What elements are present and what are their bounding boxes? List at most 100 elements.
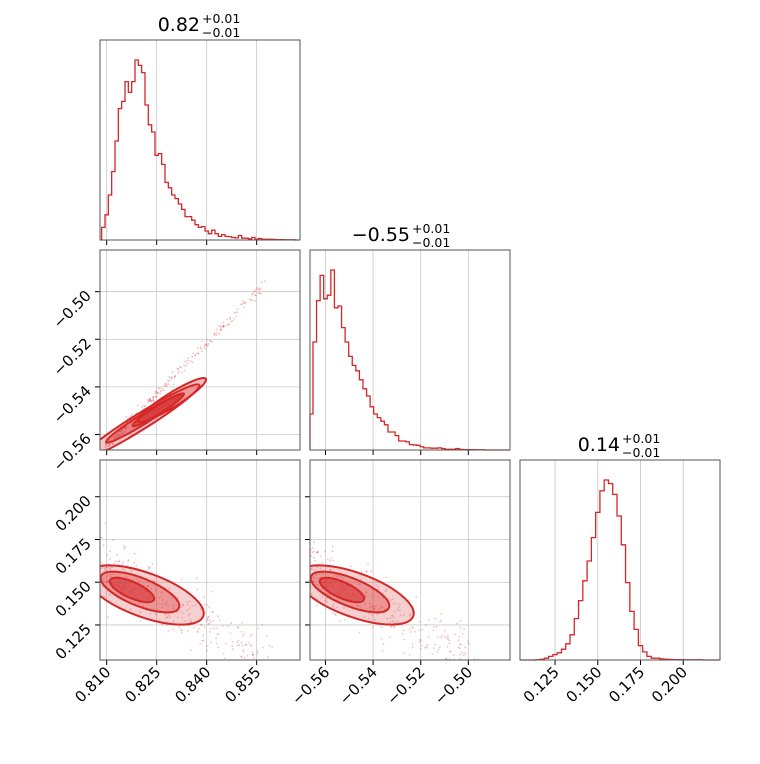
sample-point xyxy=(242,635,244,637)
sample-point xyxy=(141,404,144,407)
sample-point xyxy=(161,599,164,601)
sample-point xyxy=(473,666,475,668)
sample-point xyxy=(243,302,246,304)
sample-point xyxy=(365,570,368,573)
sample-point xyxy=(237,639,240,642)
sample-point xyxy=(206,618,208,621)
sample-point xyxy=(180,366,183,368)
sample-point xyxy=(393,610,396,613)
x-tick-label: 0.150 xyxy=(563,663,606,706)
sample-point xyxy=(402,652,405,654)
sample-point xyxy=(154,392,157,395)
sample-point xyxy=(367,617,370,620)
diagonal-panel-2: 0.125 0.150 0.175 0.200 0.14 +0.01−0.01 xyxy=(519,431,721,706)
sample-point xyxy=(257,627,260,630)
sample-point xyxy=(149,398,151,400)
sample-point xyxy=(426,663,428,665)
sample-point xyxy=(152,399,155,402)
sample-point xyxy=(151,399,154,402)
sample-point xyxy=(182,603,185,606)
sample-point xyxy=(319,567,322,570)
sample-point xyxy=(157,387,160,390)
sample-point xyxy=(448,642,451,645)
sample-point xyxy=(125,415,128,418)
sample-point xyxy=(195,577,198,580)
sample-point xyxy=(104,446,106,448)
sample-point xyxy=(172,607,175,610)
sample-point xyxy=(236,308,239,310)
sample-point xyxy=(258,289,261,291)
sample-point xyxy=(149,399,152,402)
sample-point xyxy=(403,638,406,641)
sample-point xyxy=(135,564,138,567)
sample-point xyxy=(374,619,377,621)
panel-title-value: −0.55 xyxy=(352,224,410,246)
sample-point xyxy=(240,630,243,633)
sample-point xyxy=(424,623,427,626)
sample-point xyxy=(201,340,203,342)
sample-point xyxy=(222,321,225,324)
sample-point xyxy=(365,591,368,594)
sample-point xyxy=(208,606,211,609)
sample-point xyxy=(178,626,181,629)
sample-point xyxy=(206,603,208,606)
sample-point xyxy=(457,664,459,666)
sample-point xyxy=(210,641,213,644)
sample-point xyxy=(125,427,127,430)
sample-point xyxy=(329,569,332,571)
sample-point xyxy=(420,644,423,647)
sample-point xyxy=(192,626,195,629)
sample-point xyxy=(312,579,315,582)
sample-point xyxy=(316,566,319,569)
sample-point xyxy=(411,626,414,629)
sample-point xyxy=(212,619,215,622)
sample-point xyxy=(446,645,449,648)
sample-point xyxy=(227,323,230,326)
sample-point xyxy=(426,643,429,646)
x-tick-label: −0.50 xyxy=(431,663,476,708)
sample-point xyxy=(251,653,254,656)
sample-point xyxy=(200,350,203,353)
sample-point xyxy=(261,646,264,649)
sample-point xyxy=(112,436,114,438)
sample-point xyxy=(121,432,124,434)
sample-point xyxy=(327,558,329,561)
sample-point xyxy=(340,575,343,578)
sample-point xyxy=(213,333,216,336)
sample-point xyxy=(189,607,191,609)
sample-point xyxy=(127,560,129,563)
sample-point xyxy=(258,292,261,295)
sample-point xyxy=(110,452,112,454)
sample-point xyxy=(249,299,252,302)
sample-point xyxy=(446,638,449,640)
sample-point xyxy=(114,436,117,439)
sample-point xyxy=(121,428,124,431)
sample-point xyxy=(449,650,452,653)
sample-point xyxy=(196,630,199,633)
sample-point xyxy=(371,605,374,608)
sample-point xyxy=(439,621,441,623)
sample-point xyxy=(148,399,151,402)
sample-point xyxy=(118,430,121,433)
sample-point xyxy=(263,689,265,691)
sample-point xyxy=(237,626,240,629)
sample-point xyxy=(186,609,189,611)
sample-point xyxy=(329,559,331,562)
sample-point xyxy=(391,615,394,617)
sample-point xyxy=(343,606,345,609)
sample-point xyxy=(363,616,366,619)
sample-point xyxy=(216,626,219,629)
sample-point xyxy=(335,614,337,616)
sample-point xyxy=(397,606,400,609)
sample-point xyxy=(384,590,387,592)
sample-point xyxy=(471,668,473,670)
sample-point xyxy=(210,341,213,343)
sample-point xyxy=(410,630,412,633)
sample-point xyxy=(399,613,402,616)
sample-point xyxy=(315,577,318,580)
sample-point xyxy=(141,406,143,409)
sample-point xyxy=(181,612,184,615)
sample-point xyxy=(109,443,112,446)
sample-point xyxy=(195,352,198,355)
